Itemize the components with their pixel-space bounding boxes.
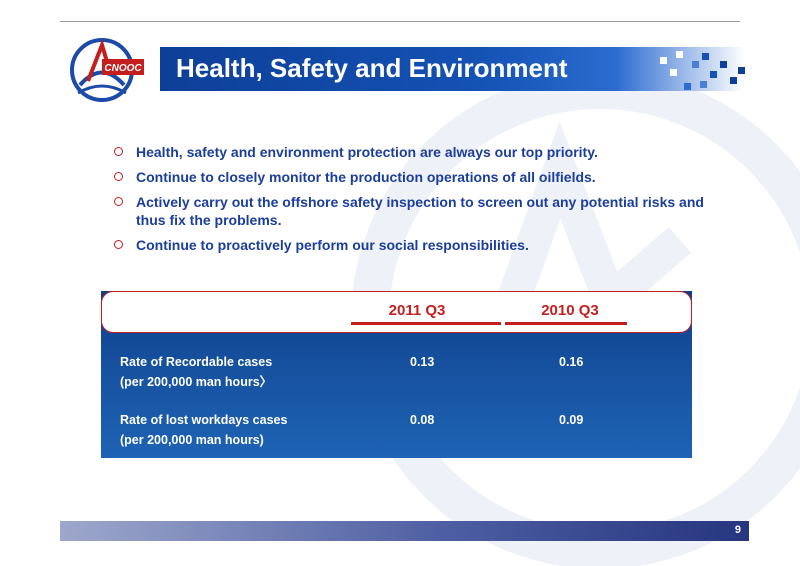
bullet-item: Actively carry out the offshore safety i… [112,193,712,229]
bullet-item: Continue to closely monitor the producti… [112,168,712,186]
circle-bullet-icon [114,240,123,249]
pixel-decoration [660,51,745,90]
row-label-unit: (per 200,000 man hours) [120,433,264,447]
bullet-item: Health, safety and environment protectio… [112,143,712,161]
bullet-list: Health, safety and environment protectio… [112,143,712,261]
circle-bullet-icon [114,172,123,181]
slide-title: Health, Safety and Environment [176,53,568,83]
circle-bullet-icon [114,147,123,156]
bullet-text: Health, safety and environment protectio… [136,144,598,160]
value-2011: 0.08 [410,413,435,427]
bullet-item: Continue to proactively perform our soci… [112,236,712,254]
svg-text:CNOOC: CNOOC [104,63,142,74]
bullet-text: Continue to proactively perform our soci… [136,237,529,253]
value-2010: 0.09 [559,413,584,427]
row-label: Rate of Recordable cases [120,355,273,369]
value-2010: 0.16 [559,355,584,369]
page-number: 9 [734,524,741,536]
company-logo: CNOOC [68,35,148,105]
footer-bar: 9 [60,521,749,541]
row-label: Rate of lost workdays cases [120,413,288,427]
circle-bullet-icon [114,197,123,206]
column-header-2011: 2011 Q3 [388,302,446,319]
hse-table: 2011 Q3 2010 Q3 Rate of Recordable cases… [101,291,692,458]
value-2011: 0.13 [410,355,435,369]
column-underline [505,322,627,325]
bullet-text: Continue to closely monitor the producti… [136,169,596,185]
bullet-text: Actively carry out the offshore safety i… [136,194,704,228]
top-divider [60,21,740,22]
table-header: 2011 Q3 2010 Q3 [101,291,692,333]
column-underline [351,322,501,325]
row-label-unit: (per 200,000 man hours〉 [120,375,273,389]
title-bar: Health, Safety and Environment [160,47,745,91]
column-header-2010: 2010 Q3 [541,302,599,319]
